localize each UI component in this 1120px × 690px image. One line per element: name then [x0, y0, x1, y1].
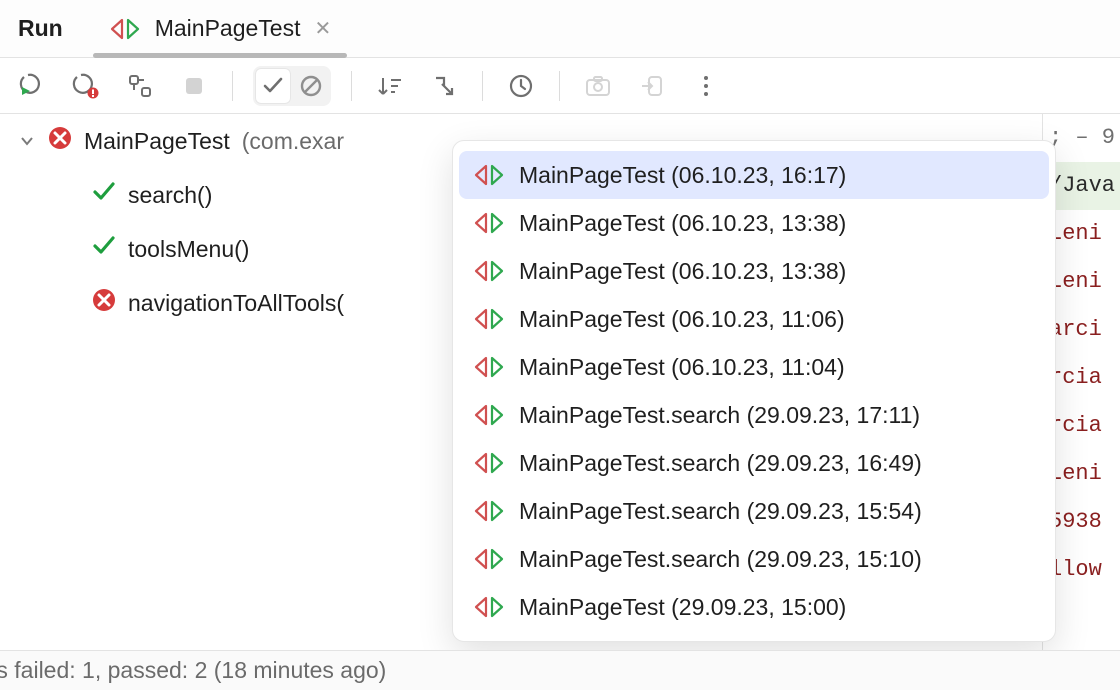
history-item[interactable]: MainPageTest (06.10.23, 16:17)	[459, 151, 1049, 199]
history-item[interactable]: MainPageTest (06.10.23, 11:06)	[459, 295, 1049, 343]
status-text: ts failed: 1, passed: 2 (18 minutes ago)	[0, 657, 386, 684]
history-item[interactable]: MainPageTest.search (29.09.23, 15:10)	[459, 535, 1049, 583]
close-icon[interactable]: ✕	[314, 19, 331, 39]
run-config-icon	[473, 499, 505, 523]
toolbar-separator	[559, 71, 560, 101]
screenshot-button	[580, 68, 616, 104]
sort-button[interactable]	[372, 68, 408, 104]
history-item-label: MainPageTest.search (29.09.23, 15:10)	[519, 546, 922, 573]
run-config-icon	[473, 547, 505, 571]
history-item[interactable]: MainPageTest (29.09.23, 15:00)	[459, 583, 1049, 631]
status-bar: ts failed: 1, passed: 2 (18 minutes ago)	[0, 650, 1120, 690]
test-name: toolsMenu()	[128, 236, 249, 263]
toolbar-separator	[482, 71, 483, 101]
rerun-failed-button[interactable]	[68, 68, 104, 104]
fail-icon	[48, 126, 72, 156]
history-item-label: MainPageTest.search (29.09.23, 15:54)	[519, 498, 922, 525]
run-config-icon	[473, 307, 505, 331]
import-results-button	[634, 68, 670, 104]
history-item[interactable]: MainPageTest (06.10.23, 11:04)	[459, 343, 1049, 391]
run-config-icon	[473, 259, 505, 283]
run-config-icon	[109, 17, 141, 41]
history-item[interactable]: MainPageTest (06.10.23, 13:38)	[459, 247, 1049, 295]
test-history-popup: MainPageTest (06.10.23, 16:17) MainPageTe…	[452, 140, 1056, 642]
show-passed-button[interactable]	[255, 68, 291, 104]
tab-bar: Run MainPageTest ✕	[0, 0, 1120, 58]
history-item[interactable]: MainPageTest.search (29.09.23, 15:54)	[459, 487, 1049, 535]
pass-icon	[92, 180, 116, 210]
history-item-label: MainPageTest (06.10.23, 16:17)	[519, 162, 846, 189]
test-history-button[interactable]	[503, 68, 539, 104]
fail-icon	[92, 288, 116, 318]
show-ignored-button[interactable]	[293, 68, 329, 104]
more-button[interactable]	[688, 68, 724, 104]
toggle-auto-button[interactable]	[122, 68, 158, 104]
file-tab-name: MainPageTest	[155, 15, 301, 42]
toolbar-separator	[351, 71, 352, 101]
tool-window-label[interactable]: Run	[18, 15, 63, 42]
file-tab[interactable]: MainPageTest ✕	[99, 0, 342, 57]
test-name: search()	[128, 182, 212, 209]
run-config-icon	[473, 355, 505, 379]
history-item-label: MainPageTest (06.10.23, 11:04)	[519, 354, 845, 381]
history-item-label: MainPageTest (06.10.23, 13:38)	[519, 210, 846, 237]
test-root-package: (com.exar	[242, 128, 344, 155]
pass-icon	[92, 234, 116, 264]
chevron-down-icon[interactable]	[18, 134, 36, 148]
history-item-label: MainPageTest.search (29.09.23, 17:11)	[519, 402, 920, 429]
history-item[interactable]: MainPageTest (06.10.23, 13:38)	[459, 199, 1049, 247]
history-item-label: MainPageTest (29.09.23, 15:00)	[519, 594, 846, 621]
test-root-name: MainPageTest	[84, 128, 230, 155]
stop-button	[176, 68, 212, 104]
pass-ignore-toggle	[253, 66, 331, 106]
run-config-icon	[473, 595, 505, 619]
run-config-icon	[473, 403, 505, 427]
history-item-label: MainPageTest (06.10.23, 13:38)	[519, 258, 846, 285]
history-item[interactable]: MainPageTest.search (29.09.23, 17:11)	[459, 391, 1049, 439]
run-config-icon	[473, 451, 505, 475]
rerun-button[interactable]	[14, 68, 50, 104]
run-toolbar	[0, 58, 1120, 114]
run-config-icon	[473, 163, 505, 187]
test-name: navigationToAllTools(	[128, 290, 344, 317]
active-tab-underline	[93, 53, 348, 58]
history-item[interactable]: MainPageTest.search (29.09.23, 16:49)	[459, 439, 1049, 487]
collapse-all-button[interactable]	[426, 68, 462, 104]
history-item-label: MainPageTest.search (29.09.23, 16:49)	[519, 450, 922, 477]
run-config-icon	[473, 211, 505, 235]
history-item-label: MainPageTest (06.10.23, 11:06)	[519, 306, 845, 333]
toolbar-separator	[232, 71, 233, 101]
